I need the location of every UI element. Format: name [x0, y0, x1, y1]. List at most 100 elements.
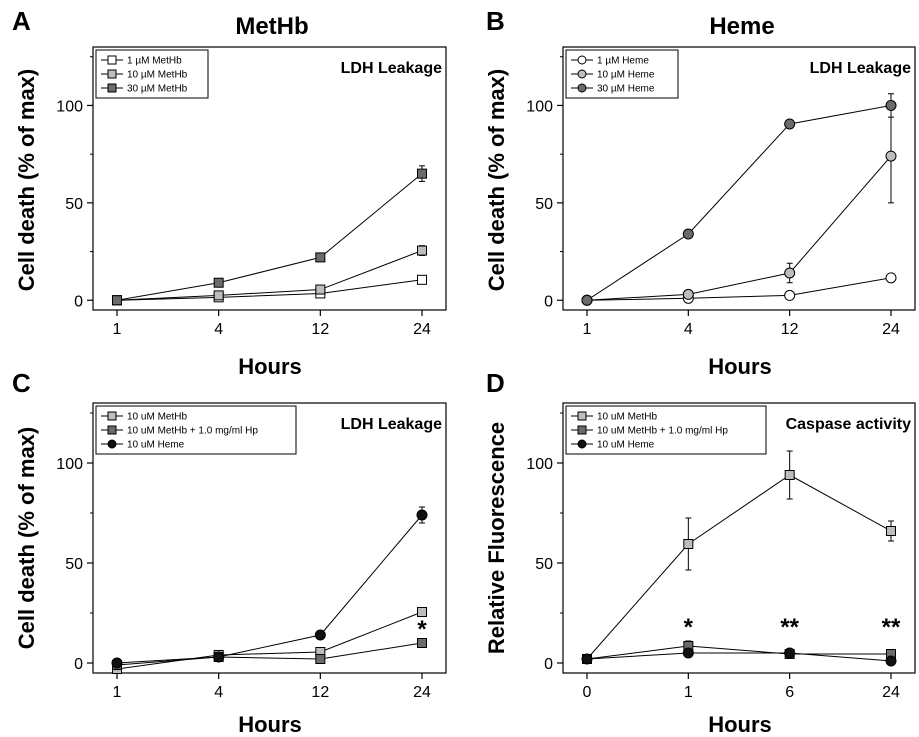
series-line: [586, 645, 891, 660]
x-tick-label: 0: [583, 684, 592, 701]
x-tick-label: 1: [113, 684, 122, 701]
series-2: [112, 165, 427, 306]
data-point: [315, 252, 326, 263]
panel-title: Heme: [709, 13, 774, 40]
series-1: [581, 108, 897, 306]
data-point: [315, 654, 326, 664]
series-2: [111, 506, 428, 669]
x-tick-label: 24: [882, 321, 900, 338]
y-tick-label: 50: [535, 556, 553, 573]
panel-d: D 0 50 100 0 1 6 24 Hours Relative Fluorescence Ca…: [484, 368, 916, 737]
series-line: [586, 277, 892, 301]
x-tick-label: 1: [684, 684, 693, 701]
legend-box: [565, 405, 767, 455]
corner-label: LDH Leakage: [341, 60, 442, 77]
legend: 10 uM MetHb 10 uM MetHb + 1.0 mg/ml Hp 10 …: [95, 405, 297, 455]
legend-marker: [107, 69, 117, 79]
corner-label: Caspase activity: [786, 416, 912, 433]
legend-label: 10 µM Heme: [597, 70, 655, 81]
series-1: [112, 245, 427, 306]
x-tick-label: 12: [781, 321, 799, 338]
legend-label: 10 µM MetHb: [127, 70, 188, 81]
data-point: [112, 295, 122, 306]
legend-label: 1 µM MetHb: [127, 56, 182, 67]
y-tick-label: 0: [74, 656, 83, 673]
series-line: [586, 104, 892, 301]
plot-frame: [562, 402, 916, 674]
data-point: [416, 509, 428, 521]
legend: 1 µM Heme 10 µM Heme 30 µM Heme: [565, 49, 679, 99]
series-1: [582, 640, 896, 664]
series-line: [116, 173, 423, 301]
legend-label: 1 µM Heme: [597, 56, 649, 67]
data-point: [682, 228, 694, 240]
data-point: [784, 267, 796, 279]
series-0: [112, 274, 427, 306]
x-tick-label: 1: [583, 321, 592, 338]
x-axis-title: Hours: [708, 712, 772, 737]
y-tick-label: 100: [56, 456, 83, 473]
series-line: [586, 474, 892, 660]
legend-label: 10 uM MetHb + 1.0 mg/ml Hp: [597, 426, 728, 437]
y-tick-label: 50: [65, 196, 83, 213]
y-tick-label: 100: [56, 98, 83, 115]
y-tick-label: 0: [544, 656, 553, 673]
legend-box: [95, 405, 297, 455]
legend-marker: [577, 439, 587, 449]
x-axis-title: Hours: [238, 354, 302, 379]
data-point: [417, 274, 427, 285]
data-point: [885, 150, 897, 162]
panel-letter: D: [486, 368, 505, 398]
data-point: [213, 290, 224, 301]
data-point: [314, 629, 326, 641]
plot-frame: [92, 46, 447, 311]
legend-marker: [107, 425, 117, 435]
plot-frame: [92, 402, 447, 674]
panel-letter: B: [486, 6, 505, 36]
data-point: [213, 651, 225, 663]
data-point: [315, 284, 326, 295]
x-tick-label: 4: [214, 684, 223, 701]
y-axis-title: Cell death (% of max): [14, 69, 39, 291]
series-line: [116, 279, 423, 301]
x-tick-label: 4: [214, 321, 223, 338]
data-point: [213, 277, 224, 288]
data-point: [581, 294, 593, 306]
data-point: [885, 99, 897, 111]
series-line: [116, 642, 423, 666]
legend: 1 µM MetHb 10 µM MetHb 30 µM MetHb: [95, 49, 209, 99]
x-axis-title: Hours: [238, 712, 302, 737]
legend-marker: [107, 439, 117, 449]
legend-marker: [577, 55, 587, 65]
significance-mark: **: [780, 614, 799, 641]
corner-label: LDH Leakage: [810, 60, 911, 77]
data-point: [111, 657, 123, 669]
data-point: [417, 245, 427, 256]
x-tick-label: 1: [113, 321, 122, 338]
series-0: [112, 607, 427, 674]
data-point: [784, 118, 796, 130]
series-line: [116, 611, 423, 670]
legend-marker: [577, 425, 587, 435]
data-point: [417, 168, 427, 179]
corner-label: LDH Leakage: [341, 416, 442, 433]
series-2: [581, 93, 897, 306]
legend-marker: [107, 411, 117, 421]
data-point: [885, 272, 897, 284]
data-point: [683, 539, 694, 549]
x-tick-label: 24: [413, 321, 431, 338]
series-line: [116, 250, 423, 301]
series-line: [116, 514, 423, 664]
x-tick-label: 24: [413, 684, 431, 701]
panel-a: A MetHb 0 50 100 1 4 12 24 Hours Cell death (% of …: [12, 6, 447, 379]
data-point: [784, 647, 796, 659]
data-point: [417, 638, 427, 648]
data-point: [417, 607, 427, 617]
y-tick-label: 50: [65, 556, 83, 573]
series-line: [586, 155, 892, 301]
panel-letter: A: [12, 6, 31, 36]
panel-title: MetHb: [235, 13, 308, 40]
y-tick-label: 100: [526, 456, 553, 473]
plot-frame: [562, 46, 916, 311]
